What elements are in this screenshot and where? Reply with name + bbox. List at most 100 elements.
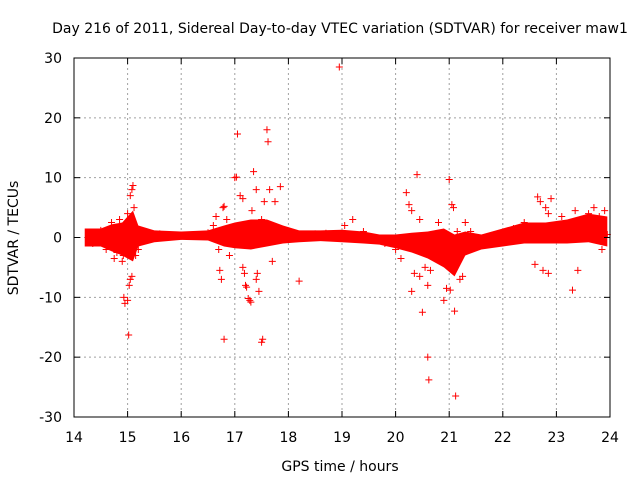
data-point <box>413 171 421 179</box>
y-axis-label: SDTVAR / TECUs <box>6 181 22 296</box>
y-tick-label: 30 <box>44 51 62 67</box>
data-point <box>520 219 528 227</box>
data-point <box>248 207 256 215</box>
data-point <box>177 232 185 240</box>
y-axis-ticks: -30 -20 -10 0 10 20 30 <box>39 51 610 426</box>
data-point <box>416 272 424 280</box>
data-point <box>232 173 240 181</box>
x-tick-label: 14 <box>65 430 83 446</box>
data-point <box>255 287 263 295</box>
data-point <box>359 228 367 236</box>
data-point <box>263 126 271 134</box>
data-point <box>322 229 330 237</box>
y-tick-label: -10 <box>39 290 62 306</box>
data-point <box>434 219 442 227</box>
y-tick-label: -20 <box>39 350 62 366</box>
data-point <box>335 63 343 71</box>
data-point <box>311 230 319 238</box>
data-point <box>542 204 550 212</box>
data-point <box>595 213 603 221</box>
data-point <box>132 251 140 259</box>
data-point <box>300 231 308 239</box>
data-points <box>86 63 611 400</box>
data-point <box>212 213 220 221</box>
data-point <box>233 130 241 138</box>
data-point <box>477 237 485 245</box>
data-point <box>124 210 132 218</box>
data-point <box>125 331 133 339</box>
data-point <box>397 254 405 262</box>
data-point <box>128 272 136 280</box>
data-point <box>250 168 258 176</box>
y-tick-label: 0 <box>53 231 62 247</box>
data-point <box>392 245 400 253</box>
data-point <box>216 266 224 274</box>
data-point <box>108 219 116 227</box>
data-point <box>259 335 267 343</box>
x-tick-label: 15 <box>119 430 137 446</box>
data-point <box>418 308 426 316</box>
data-point <box>239 195 247 203</box>
data-point <box>242 281 250 289</box>
data-point <box>571 207 579 215</box>
data-point <box>260 198 268 206</box>
dense-band-area <box>84 210 608 277</box>
data-point <box>452 392 460 400</box>
data-point <box>258 216 266 224</box>
data-point <box>440 296 448 304</box>
data-point <box>86 231 94 239</box>
data-point <box>421 263 429 271</box>
data-point <box>590 204 598 212</box>
data-point <box>568 286 576 294</box>
data-point <box>97 226 105 234</box>
data-point <box>453 228 461 236</box>
data-point <box>116 216 124 224</box>
data-point <box>448 201 456 209</box>
data-point <box>349 216 357 224</box>
data-point <box>579 216 587 224</box>
data-point <box>459 272 467 280</box>
data-point <box>402 189 410 197</box>
data-point <box>443 284 451 292</box>
data-point <box>445 175 453 183</box>
data-point <box>140 228 148 236</box>
x-tick-label: 22 <box>494 430 512 446</box>
data-point <box>239 263 247 271</box>
data-point <box>284 228 292 236</box>
data-point <box>252 275 260 283</box>
data-point <box>128 186 136 194</box>
dense-data-band <box>84 210 608 277</box>
data-point <box>271 198 279 206</box>
data-point <box>204 229 212 237</box>
data-point <box>488 239 496 247</box>
data-point <box>209 222 217 230</box>
y-tick-label: -30 <box>39 410 62 426</box>
data-point <box>258 338 266 346</box>
x-tick-label: 16 <box>172 430 190 446</box>
data-point <box>240 269 248 277</box>
data-point <box>220 202 228 210</box>
data-point <box>499 231 507 239</box>
data-point <box>231 174 239 182</box>
y-tick-label: 10 <box>44 171 62 187</box>
data-point <box>410 269 418 277</box>
data-point <box>341 222 349 230</box>
data-point <box>585 210 593 218</box>
data-point <box>244 295 252 303</box>
data-point <box>253 269 261 277</box>
data-point <box>536 198 544 206</box>
x-tick-label: 21 <box>440 430 458 446</box>
x-tick-label: 19 <box>333 430 351 446</box>
data-point <box>429 251 437 259</box>
data-point <box>598 245 606 253</box>
data-point <box>531 260 539 268</box>
data-point <box>451 307 459 315</box>
data-point <box>219 204 227 212</box>
data-point <box>102 245 110 253</box>
x-tick-label: 18 <box>279 430 297 446</box>
x-tick-label: 17 <box>226 430 244 446</box>
x-axis-label: GPS time / hours <box>281 459 398 475</box>
data-point <box>552 222 560 230</box>
data-point <box>134 245 142 253</box>
